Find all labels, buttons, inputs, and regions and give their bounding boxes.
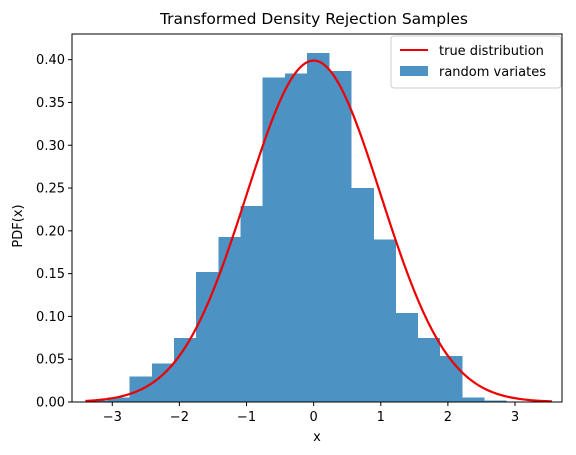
histogram-bar (306, 52, 330, 402)
x-tick-label: −1 (237, 410, 256, 425)
legend-bar-swatch (400, 66, 428, 76)
legend-frame (390, 35, 562, 89)
x-ticks: −3 −2 −1 0 1 2 3 (103, 402, 519, 425)
histogram-bars (85, 52, 507, 403)
axes-frame (71, 33, 563, 403)
y-tick-label: 0.20 (36, 224, 65, 239)
x-tick-label: 1 (377, 410, 385, 425)
legend-label-true-distribution: true distribution (439, 44, 544, 59)
histogram-bar (395, 312, 419, 402)
histogram-bar (484, 400, 507, 402)
x-tick-label: −3 (103, 410, 122, 425)
histogram-bar (417, 337, 441, 402)
histogram-bar (284, 73, 308, 403)
x-tick-label: 0 (310, 410, 318, 425)
histogram-bar (461, 397, 485, 402)
histogram-bar (329, 70, 352, 403)
histogram-bar (351, 188, 374, 402)
y-tick-label: 0.40 (36, 53, 65, 68)
histogram-bar (196, 271, 219, 402)
x-tick-label: −2 (170, 410, 189, 425)
histogram-bar (373, 239, 396, 402)
y-tick-label: 0.15 (36, 267, 65, 282)
pdf-curve-group (85, 59, 552, 403)
y-tick-label: 0.00 (36, 396, 65, 411)
histogram-bar (151, 363, 175, 402)
histogram-bar (439, 355, 463, 402)
y-tick-label: 0.10 (36, 310, 65, 325)
y-axis-label: PDF(x) (11, 204, 26, 247)
legend: true distribution random variates (390, 35, 562, 89)
y-ticks: 0.00 0.05 0.10 0.15 0.20 0.25 0.30 0.35 0.40 (36, 53, 72, 411)
axes (71, 33, 563, 403)
y-tick-label: 0.25 (36, 182, 65, 197)
y-tick-label: 0.05 (36, 353, 65, 368)
y-tick-label: 0.30 (36, 139, 65, 154)
y-tick-label: 0.35 (36, 96, 65, 111)
chart-title: Transformed Density Rejection Samples (159, 10, 468, 28)
x-axis-label: x (313, 430, 321, 445)
histogram-bar (262, 77, 286, 402)
x-tick-label: 3 (511, 410, 519, 425)
x-tick-label: 2 (444, 410, 452, 425)
legend-label-random-variates: random variates (439, 65, 546, 80)
histogram-bar (218, 236, 241, 402)
pdf-curve (85, 59, 552, 403)
histogram-bar (240, 206, 264, 402)
histogram-bar (107, 397, 131, 402)
